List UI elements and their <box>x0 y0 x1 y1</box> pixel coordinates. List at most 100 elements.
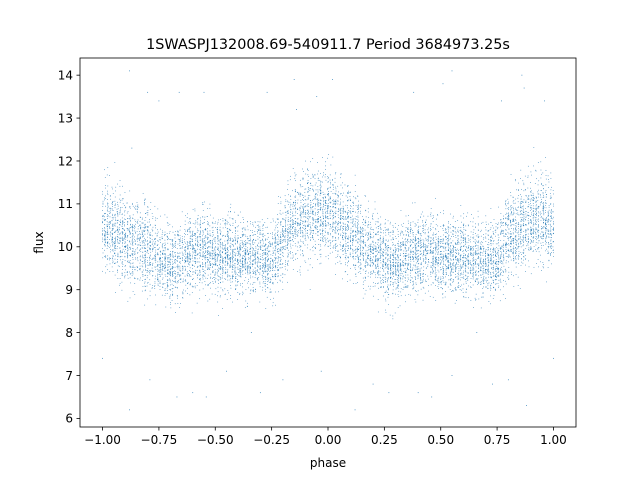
data-point <box>146 244 148 246</box>
data-point <box>412 267 414 269</box>
data-point <box>130 220 131 221</box>
data-point <box>360 251 362 253</box>
data-point <box>505 241 507 243</box>
data-point <box>167 237 169 238</box>
data-point <box>450 249 452 250</box>
data-point <box>354 223 356 225</box>
data-point <box>365 265 367 267</box>
data-point <box>104 238 106 240</box>
data-point <box>114 200 116 202</box>
data-point <box>440 226 442 227</box>
data-point <box>293 222 294 224</box>
data-point <box>171 283 173 285</box>
data-point <box>460 279 461 281</box>
data-point <box>525 234 527 236</box>
data-point <box>230 211 231 212</box>
data-point <box>210 239 212 241</box>
data-point <box>308 176 309 177</box>
data-point <box>460 269 462 271</box>
data-point <box>400 234 401 236</box>
data-point <box>508 254 510 255</box>
data-point <box>205 266 207 268</box>
data-point <box>102 233 103 234</box>
data-point <box>234 266 236 268</box>
data-point <box>382 255 384 257</box>
data-point <box>547 213 549 215</box>
data-point <box>190 255 191 257</box>
data-point <box>162 230 163 232</box>
data-point <box>420 283 422 284</box>
data-point <box>428 261 429 262</box>
data-point <box>364 229 366 231</box>
data-point <box>545 223 546 225</box>
data-point <box>237 260 239 262</box>
data-point <box>320 189 321 191</box>
data-point <box>470 273 472 275</box>
data-point <box>225 220 226 222</box>
data-point <box>445 282 447 284</box>
data-point <box>160 266 161 268</box>
data-point <box>543 203 545 205</box>
data-point <box>302 208 304 209</box>
data-point <box>262 271 264 272</box>
data-point <box>219 251 220 253</box>
data-point <box>483 259 484 261</box>
data-point <box>337 250 339 252</box>
data-point <box>192 251 194 253</box>
data-point <box>500 263 502 264</box>
data-point <box>307 198 309 199</box>
data-point <box>388 232 389 233</box>
data-point <box>164 263 166 265</box>
data-point <box>297 209 298 210</box>
data-point <box>332 251 333 253</box>
data-point <box>109 221 110 223</box>
data-point <box>307 203 309 205</box>
data-point <box>201 238 203 240</box>
data-point <box>522 241 524 242</box>
data-point <box>463 295 464 297</box>
data-point <box>212 252 214 254</box>
data-point <box>306 247 308 249</box>
data-point <box>397 307 399 308</box>
data-point <box>217 253 218 255</box>
data-point <box>119 210 121 211</box>
data-point <box>144 237 146 239</box>
data-point <box>427 275 429 277</box>
data-point <box>427 264 429 266</box>
data-point <box>245 250 247 252</box>
data-point <box>285 260 286 262</box>
data-point <box>135 249 136 251</box>
data-point <box>314 247 316 248</box>
data-point <box>448 247 450 249</box>
data-point <box>540 219 542 221</box>
data-point <box>541 216 542 217</box>
data-point <box>260 244 262 246</box>
data-point <box>508 214 510 216</box>
data-point <box>302 186 304 187</box>
data-point <box>437 263 439 265</box>
data-point <box>174 252 175 254</box>
data-point <box>452 281 454 282</box>
data-point <box>469 269 471 271</box>
data-point <box>252 234 254 236</box>
data-point <box>331 241 333 242</box>
data-point <box>134 240 136 242</box>
data-point <box>179 278 181 280</box>
data-point <box>525 215 527 217</box>
data-point <box>185 246 186 248</box>
data-point <box>457 242 458 243</box>
data-point <box>536 213 537 214</box>
data-point <box>480 235 482 237</box>
data-point <box>250 239 251 241</box>
data-point <box>297 222 298 224</box>
data-point <box>155 257 156 259</box>
data-point <box>443 264 444 265</box>
data-point <box>232 254 234 256</box>
data-point <box>186 274 188 276</box>
data-point <box>184 229 186 230</box>
data-point <box>458 270 460 272</box>
data-point <box>360 268 362 269</box>
data-point <box>404 264 406 266</box>
data-point <box>122 213 123 215</box>
data-point <box>542 172 544 174</box>
